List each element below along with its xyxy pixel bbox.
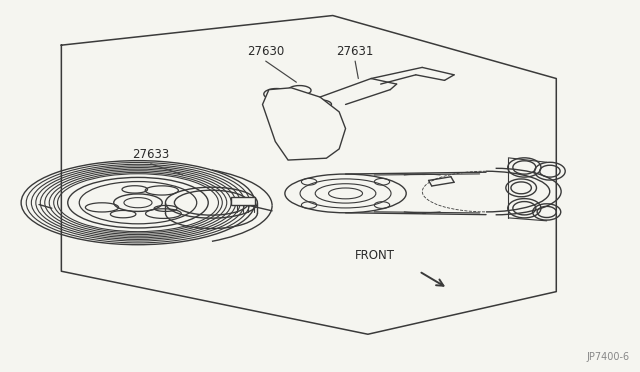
Text: 27630: 27630 xyxy=(247,45,284,58)
Text: JP7400-6: JP7400-6 xyxy=(587,352,630,362)
Text: FRONT: FRONT xyxy=(355,249,396,262)
Text: 27631: 27631 xyxy=(337,45,374,58)
Polygon shape xyxy=(262,88,346,160)
Polygon shape xyxy=(230,197,255,205)
Text: 27633: 27633 xyxy=(132,148,170,161)
